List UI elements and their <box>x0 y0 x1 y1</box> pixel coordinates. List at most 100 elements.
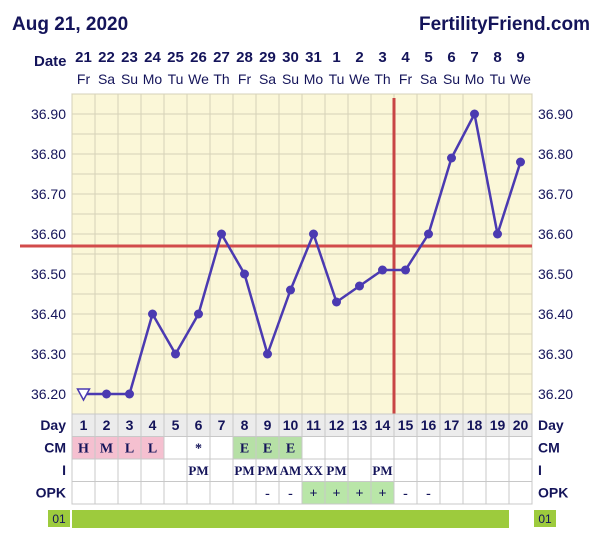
weekday-label: Su <box>443 71 460 87</box>
day-cell-value: 19 <box>490 417 506 433</box>
chart-date: Aug 21, 2020 <box>12 14 129 35</box>
weekday-label: We <box>349 71 370 87</box>
bottom-row-label-right-bg <box>534 510 556 527</box>
day-cell-value: 5 <box>172 417 180 433</box>
temperature-point <box>332 297 341 307</box>
date-number: 3 <box>378 49 386 66</box>
temperature-point <box>263 349 272 359</box>
day-cell-value: 13 <box>352 417 368 433</box>
weekday-label: Fr <box>238 71 252 87</box>
day-cell-value: 11 <box>306 417 321 433</box>
i-cell <box>209 458 234 482</box>
opk-cell <box>186 481 211 505</box>
day-cell-value: 7 <box>218 417 226 433</box>
day-cell-value: 12 <box>329 417 345 433</box>
i-cell-value: PM <box>257 463 277 478</box>
cm-cell-value: L <box>148 442 157 457</box>
opk-cell <box>439 481 464 505</box>
y-tick-label-left: 36.60 <box>31 226 66 242</box>
temperature-point <box>286 285 295 295</box>
opk-cell <box>232 481 257 505</box>
i-cell <box>94 458 119 482</box>
i-cell <box>462 458 487 482</box>
cm-cell <box>347 436 372 460</box>
cm-cell <box>209 436 234 460</box>
cm-cell-value: L <box>125 442 134 457</box>
i-cell-value: PM <box>372 463 392 478</box>
cm-cell <box>462 436 487 460</box>
y-tick-label-right: 36.40 <box>538 306 573 322</box>
i-cell-value: AM <box>280 463 302 478</box>
date-number: 31 <box>305 49 322 66</box>
i-row-label: I <box>62 462 66 478</box>
day-cell-value: 1 <box>80 417 88 433</box>
temperature-point <box>516 157 525 167</box>
date-number: 2 <box>355 49 363 66</box>
bottom-row-label-right: 01 <box>538 512 552 526</box>
temperature-point <box>148 309 157 319</box>
bottom-row-label-left: 01 <box>52 512 66 526</box>
y-tick-label-left: 36.50 <box>31 266 66 282</box>
y-tick-label-right: 36.20 <box>538 386 573 402</box>
date-number: 1 <box>332 49 340 66</box>
temperature-line <box>83 112 522 396</box>
day-cell-value: 9 <box>264 417 272 433</box>
opk-row-label: OPK <box>36 485 66 501</box>
i-cell <box>117 458 142 482</box>
i-cell <box>71 458 96 482</box>
cm-cell <box>508 436 533 460</box>
cm-cell-value: * <box>195 442 202 457</box>
weekday-label: Mo <box>304 71 324 87</box>
cm-cell-value: M <box>100 442 113 457</box>
opk-cell-value: - <box>403 487 408 502</box>
temperature-point <box>309 229 318 239</box>
date-number: 27 <box>213 49 230 66</box>
cm-cell-value: E <box>286 442 295 457</box>
i-cell-value: PM <box>188 463 208 478</box>
y-tick-label-left: 36.80 <box>31 146 66 162</box>
cm-cell-value: H <box>78 442 89 457</box>
cm-cell <box>163 436 188 460</box>
date-number: 22 <box>98 49 115 66</box>
day-cell-value: 17 <box>444 417 460 433</box>
temperature-point <box>424 229 433 239</box>
cm-cell-value: E <box>263 442 272 457</box>
temperature-point <box>217 229 226 239</box>
date-number: 8 <box>493 49 501 66</box>
date-number: 24 <box>144 49 161 66</box>
brand-name: FertilityFriend.com <box>418 14 590 35</box>
opk-cell <box>508 481 533 505</box>
bottom-row-label-left-bg <box>48 510 70 527</box>
i-cell <box>140 458 165 482</box>
y-tick-label-right: 36.90 <box>538 106 573 122</box>
y-tick-label-right: 36.70 <box>538 186 573 202</box>
weekday-label: Sa <box>259 71 276 87</box>
day-cell-value: 2 <box>103 417 111 433</box>
temperature-point <box>447 153 456 163</box>
weekday-label: Su <box>282 71 299 87</box>
date-number: 30 <box>282 49 299 66</box>
opk-cell <box>462 481 487 505</box>
date-number: 4 <box>401 49 410 66</box>
temperature-point <box>378 265 387 275</box>
temperature-point <box>194 309 203 319</box>
weekday-label: Sa <box>98 71 115 87</box>
date-number: 5 <box>424 49 432 66</box>
opk-cell <box>71 481 96 505</box>
opk-cell-value: + <box>379 487 387 502</box>
i-cell <box>347 458 372 482</box>
date-number: 7 <box>470 49 478 66</box>
i-cell-value: PM <box>326 463 346 478</box>
opk-cell-value: - <box>288 487 293 502</box>
date-number: 9 <box>516 49 524 66</box>
temperature-point <box>355 281 364 291</box>
date-number: 26 <box>190 49 207 66</box>
opk-cell-value: + <box>356 487 364 502</box>
cm-cell <box>439 436 464 460</box>
cm-cell <box>485 436 510 460</box>
temperature-point <box>102 389 111 399</box>
opk-cell <box>209 481 234 505</box>
i-row-label-right: I <box>538 462 542 478</box>
y-tick-label-left: 36.40 <box>31 306 66 322</box>
